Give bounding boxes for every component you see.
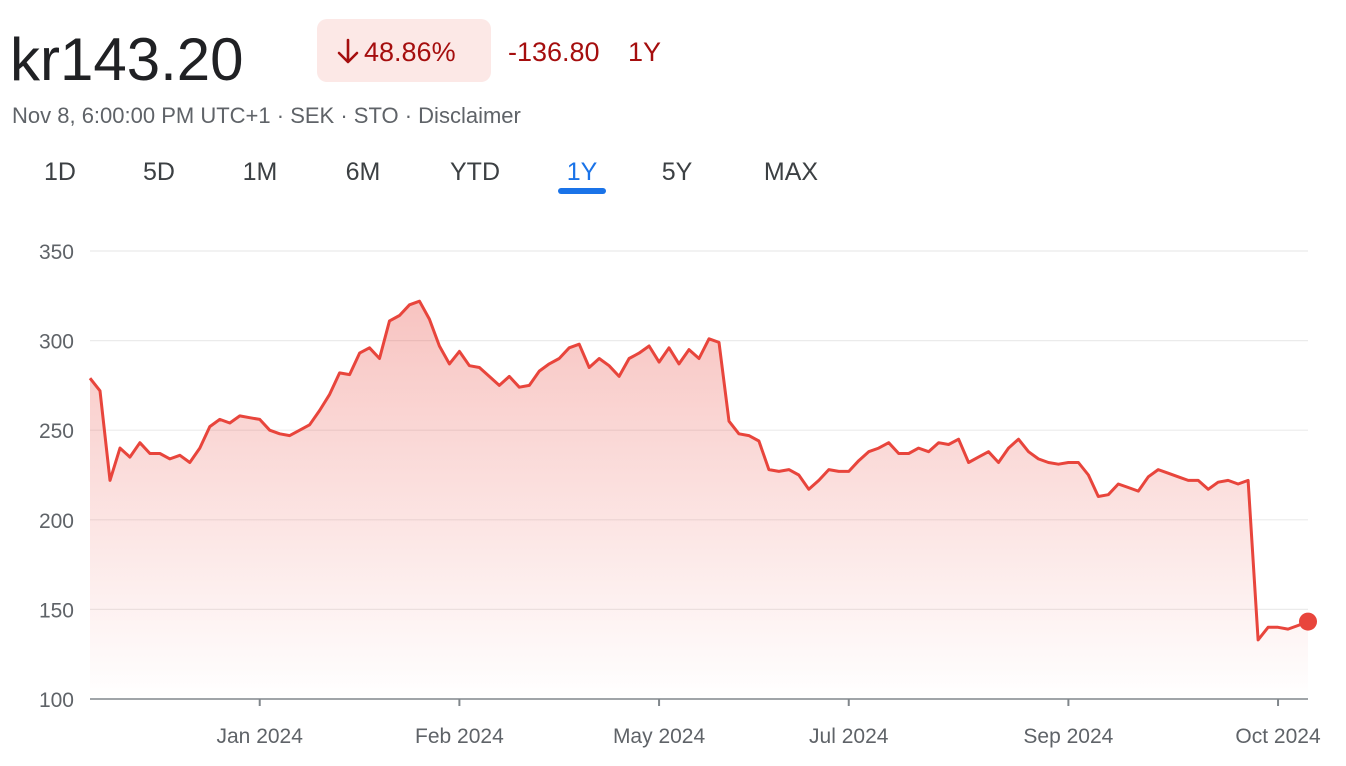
x-tick-label: Feb 2024 <box>415 725 504 748</box>
info-exchange: STO <box>354 103 399 128</box>
separator: · <box>334 103 354 128</box>
chart: 100 150 200 250 300 350 Jan 2024 Feb 2024 May 20… <box>39 241 1321 748</box>
y-tick-label: 300 <box>39 331 74 354</box>
y-tick-label: 250 <box>39 420 74 443</box>
change-badge <box>317 19 491 82</box>
x-tick-label: Oct 2024 <box>1235 725 1321 748</box>
range-tab[interactable]: 1M <box>243 158 278 186</box>
y-tick-label: 150 <box>39 599 74 622</box>
x-tick-label: Jul 2024 <box>809 725 889 748</box>
x-tick-label: Jan 2024 <box>217 725 304 748</box>
separator: · <box>399 103 419 128</box>
tab-underline <box>558 188 606 194</box>
info-currency: SEK <box>290 103 334 128</box>
price-line <box>88 299 1309 642</box>
range-tab[interactable]: 6M <box>346 158 381 186</box>
range-tab[interactable]: 5D <box>143 158 175 186</box>
y-tick-label: 200 <box>39 510 74 533</box>
x-tick-label: Sep 2024 <box>1023 725 1113 748</box>
y-tick-label: 350 <box>39 241 74 264</box>
last-point <box>1299 612 1317 631</box>
range-tab[interactable]: 1Y <box>567 158 598 186</box>
down-arrow <box>337 38 359 64</box>
range-tab[interactable]: YTD <box>450 158 500 186</box>
y-tick-label: 100 <box>39 689 74 712</box>
change-period: 1Y <box>628 37 661 67</box>
range-tab[interactable]: 1D <box>44 158 76 186</box>
change-percent: 48.86% <box>364 37 456 67</box>
range-tab[interactable]: MAX <box>764 158 819 186</box>
info-time: Nov 8, 6:00:00 PM UTC+1 <box>12 103 271 128</box>
range-tabs: 1D 5D 1M 6M YTD 1Y 5Y MAX <box>44 158 818 194</box>
price: kr143.20 <box>10 26 244 93</box>
change-abs: -136.80 <box>508 37 600 67</box>
disclaimer-link[interactable]: Disclaimer <box>418 103 521 128</box>
area-fill <box>90 301 1308 699</box>
x-tick-label: May 2024 <box>613 725 706 748</box>
separator: · <box>271 103 291 128</box>
range-tab[interactable]: 5Y <box>662 158 693 186</box>
info-line: Nov 8, 6:00:00 PM UTC+1 · SEK · STO · Di… <box>12 103 521 128</box>
